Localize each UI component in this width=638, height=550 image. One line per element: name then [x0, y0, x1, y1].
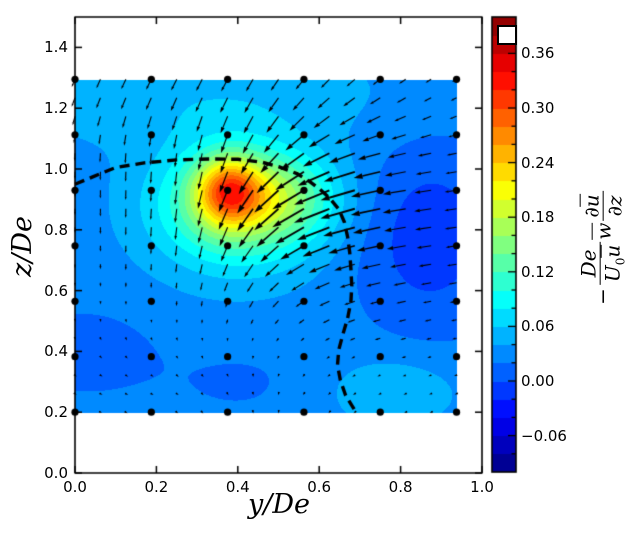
y-tick-label: 0.4	[44, 342, 68, 361]
y-tick-label: 0.2	[44, 403, 68, 422]
colorbar-tick-label: 0.12	[521, 262, 555, 281]
colorbar-label-fraction-1: De U0u	[577, 241, 628, 285]
contour-quiver-plot	[60, 10, 490, 480]
colorbar-tick-label: 0.00	[521, 372, 555, 390]
colorbar-label-fraction-2: ∂u ∂z	[580, 191, 627, 221]
minus-sign: −	[591, 287, 616, 305]
y-axis-label: z/De	[6, 215, 38, 277]
colorbar	[490, 14, 518, 476]
colorbar-label: − De U0u w ∂u ∂z	[566, 120, 638, 376]
y-tick-label: 1.2	[44, 99, 68, 118]
colorbar-tick-label: 0.36	[521, 44, 555, 63]
colorbar-tick-label: 0.30	[521, 99, 555, 117]
colorbar-tick-label: −0.06	[521, 426, 567, 445]
colorbar-tick-label: 0.24	[521, 153, 555, 172]
x-tick-label: 0.2	[144, 478, 169, 496]
y-tick-label: 0.6	[44, 281, 68, 300]
colorbar-max-marker	[497, 25, 517, 46]
x-tick-label: 0.8	[388, 478, 413, 496]
x-axis-label: y/De	[248, 489, 310, 520]
x-tick-label: 0.0	[63, 478, 87, 496]
x-tick-label: 0.4	[225, 478, 250, 496]
colorbar-tick-label: 0.06	[521, 317, 555, 336]
x-tick-label: 0.6	[307, 478, 332, 496]
y-tick-label: 1.4	[44, 38, 68, 57]
w-overbar: w	[591, 222, 616, 240]
y-tick-label: 0.0	[44, 464, 68, 482]
y-tick-label: 1.0	[44, 160, 68, 178]
y-tick-label: 0.8	[44, 220, 68, 239]
colorbar-tick-label: 0.18	[521, 208, 555, 227]
x-tick-label: 1.0	[470, 478, 494, 496]
